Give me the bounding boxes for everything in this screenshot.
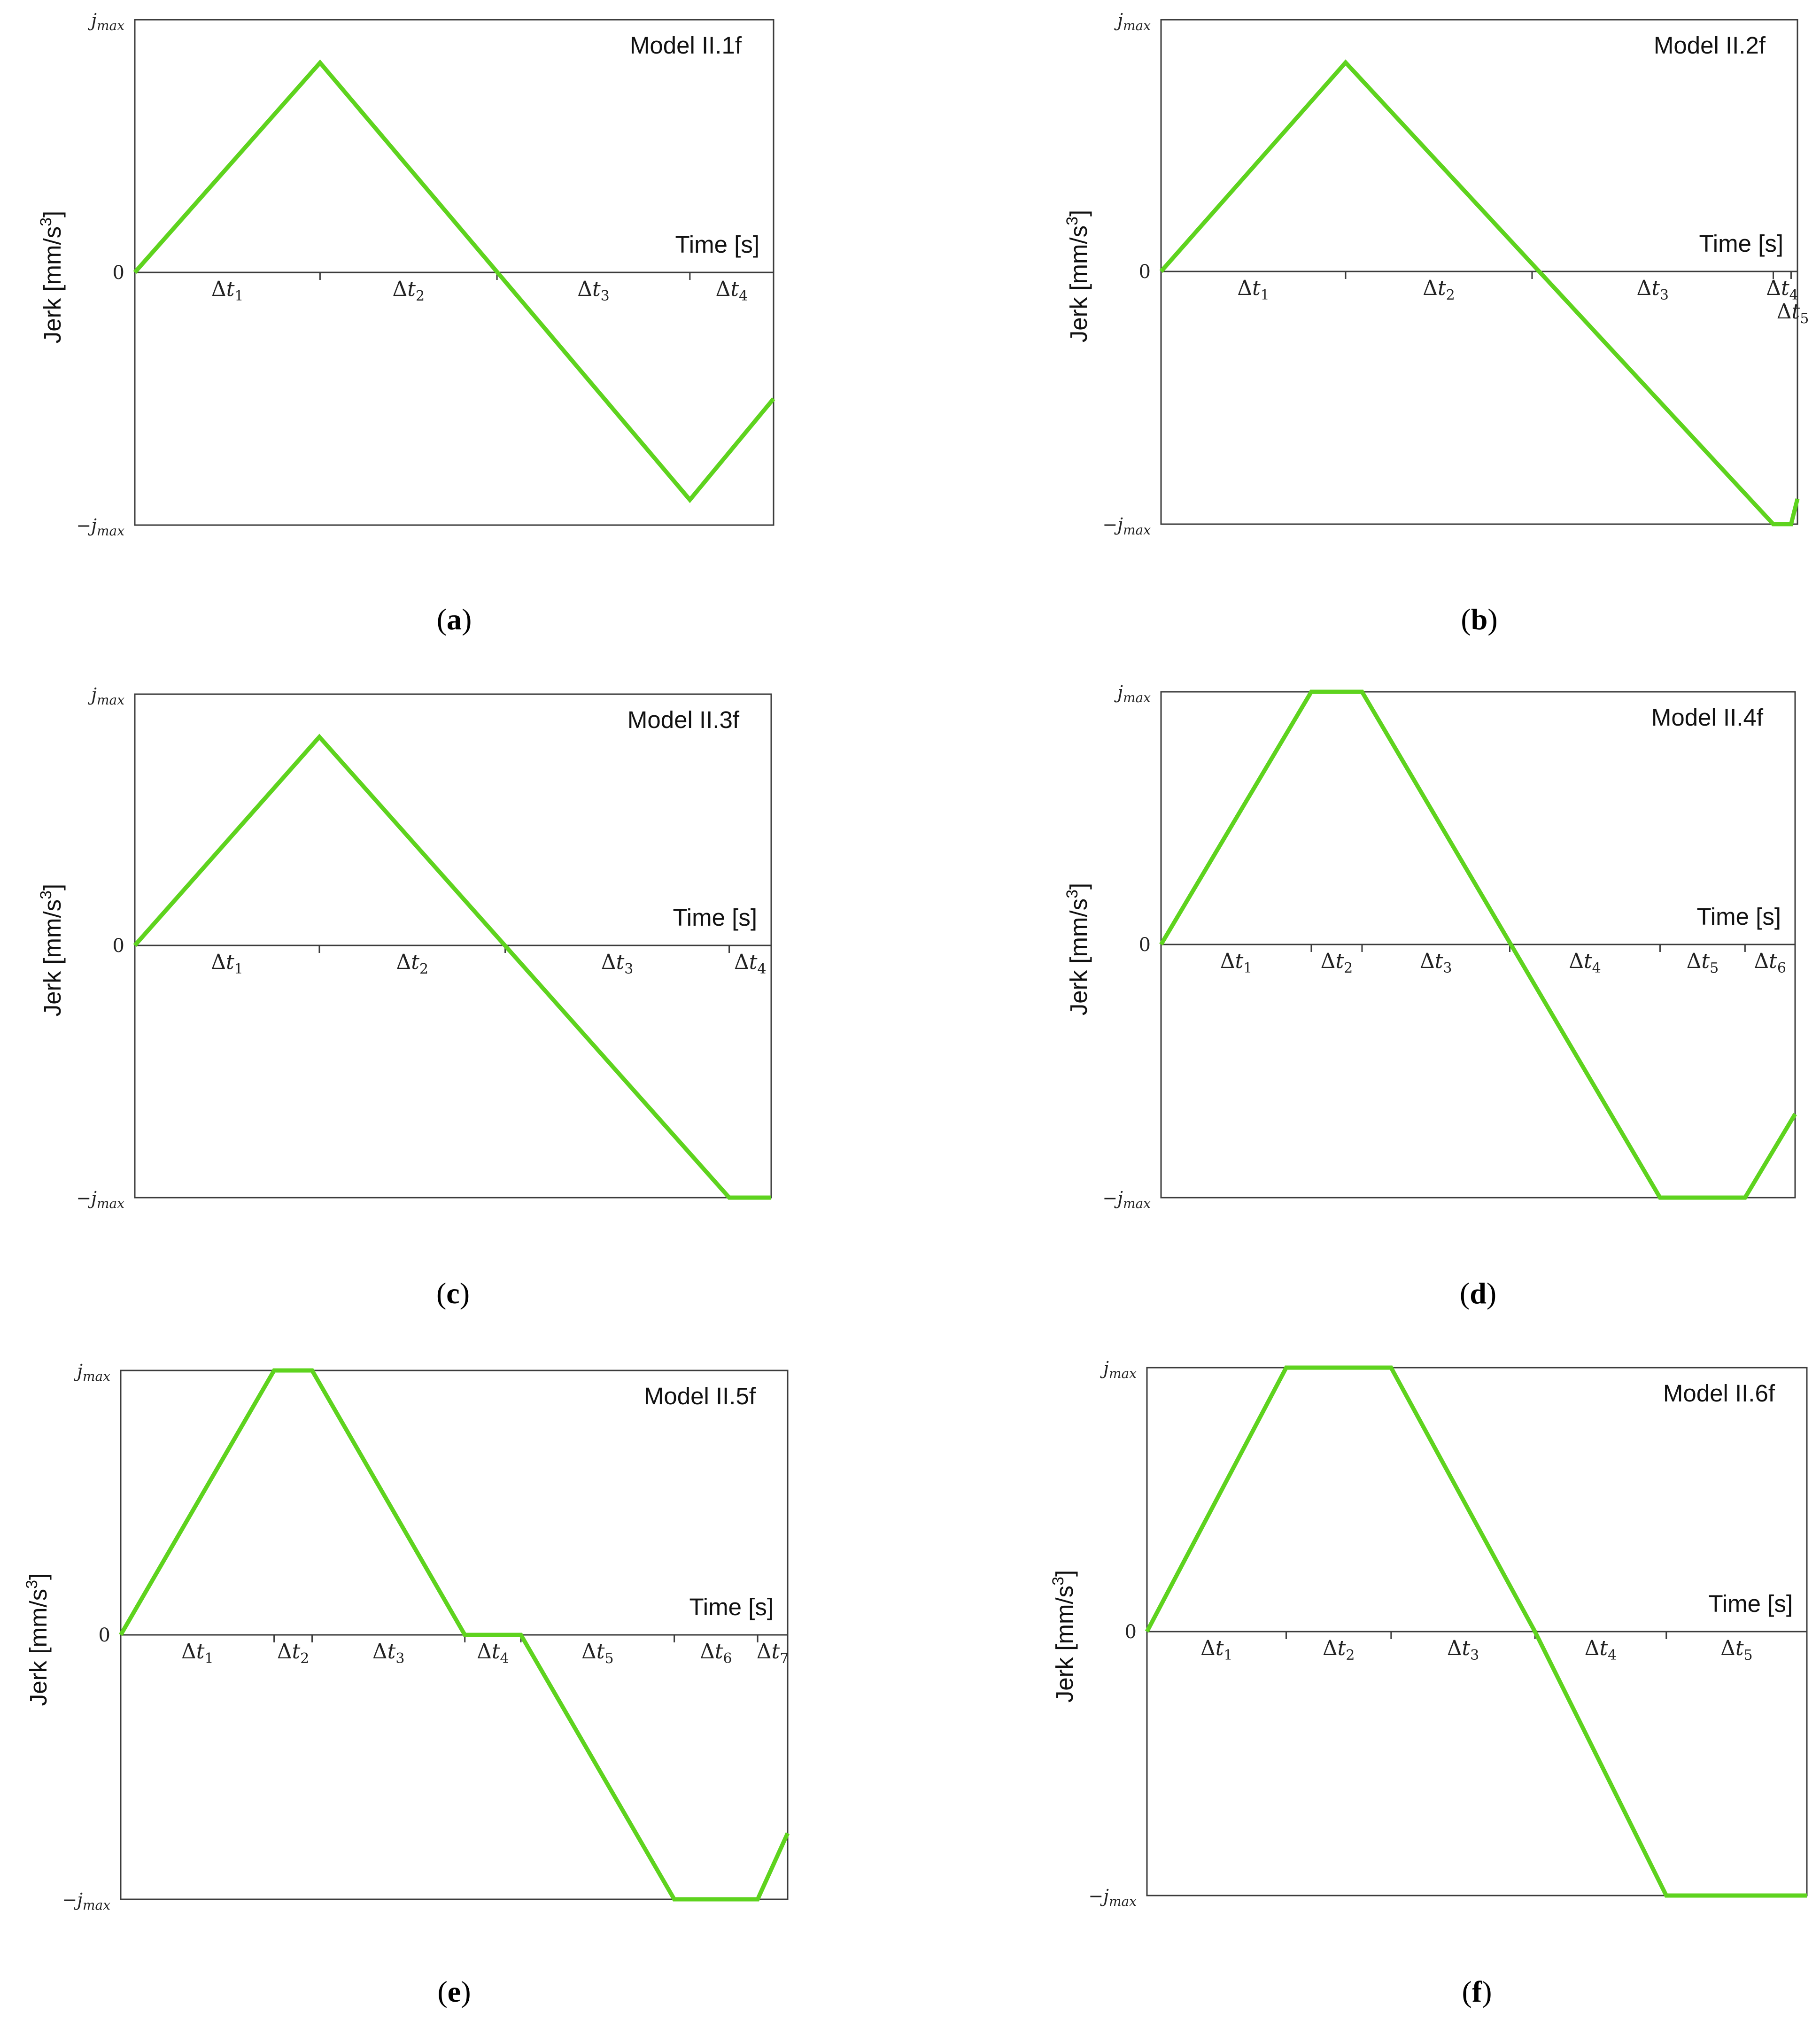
- panel-letter: (c): [436, 1277, 470, 1310]
- segment-label: Δt4: [1766, 276, 1798, 303]
- y-tick-label: jmax: [74, 1361, 110, 1384]
- segment-label: Δt3: [1420, 949, 1452, 976]
- y-tick-label: −jmax: [1102, 514, 1151, 538]
- segment-label: Δt2: [1323, 1636, 1355, 1664]
- segment-label: Δt3: [372, 1640, 405, 1667]
- y-tick-label: 0: [1139, 934, 1151, 956]
- y-tick-label: −jmax: [76, 515, 124, 539]
- y-tick-label: −jmax: [62, 1889, 110, 1913]
- segment-label: Δt1: [181, 1640, 214, 1667]
- segment-label: Δt5: [1687, 949, 1719, 976]
- y-tick-label: jmax: [1114, 10, 1151, 33]
- x-axis-label: Time [s]: [673, 904, 757, 931]
- y-axis-label: Jerk [mm/s3]: [1063, 883, 1092, 1015]
- y-tick-label: −jmax: [1088, 1886, 1137, 1909]
- segment-label: Δt3: [577, 277, 610, 304]
- segment-label: Δt4: [1569, 949, 1601, 976]
- y-axis-label: Jerk [mm/s3]: [37, 211, 66, 343]
- panel-letter: (b): [1461, 603, 1497, 636]
- model-label: Model II.3f: [627, 706, 740, 733]
- chart-panel-e: Δt1 Δt2 Δt3 Δt4 Δt5 Δt6 Δt7 jmax 0 −jmax Model II.…: [23, 1361, 790, 2008]
- y-tick-label: 0: [113, 262, 124, 284]
- segment-label: Δt3: [1636, 276, 1669, 303]
- segment-label: Δt2: [277, 1640, 310, 1667]
- y-axis-label: Jerk [mm/s3]: [1049, 1570, 1078, 1703]
- y-tick-label: 0: [1125, 1621, 1137, 1643]
- model-label: Model II.6f: [1663, 1380, 1775, 1407]
- segment-label: Δt1: [1220, 949, 1253, 976]
- segment-label: Δt2: [1423, 276, 1455, 303]
- jerk-trace-line: [133, 59, 775, 503]
- segment-label: Δt2: [1321, 949, 1353, 976]
- x-axis-label: Time [s]: [675, 231, 759, 258]
- chart-panel-d: Δt1 Δt2 Δt3 Δt4 Δt5 Δt6 jmax 0 −jmax Model II.4f T…: [1063, 682, 1797, 1310]
- segment-label: Δt5: [1777, 300, 1809, 327]
- segment-label: Δt4: [477, 1640, 509, 1667]
- segment-label: Δt1: [1200, 1636, 1233, 1664]
- panel-letter: (f): [1462, 1975, 1492, 2008]
- panel-letter: (e): [437, 1975, 471, 2008]
- y-tick-label: 0: [99, 1625, 110, 1646]
- x-axis-label: Time [s]: [1709, 1590, 1793, 1617]
- jerk-trace-line: [133, 734, 771, 1200]
- model-label: Model II.5f: [644, 1383, 756, 1409]
- jerk-trace-line: [119, 1368, 790, 1902]
- segment-label: Δt3: [1447, 1636, 1479, 1664]
- segment-label: Δt2: [396, 950, 428, 977]
- model-label: Model II.1f: [630, 32, 742, 59]
- segment-label: Δt6: [1754, 949, 1786, 976]
- x-axis-label: Time [s]: [689, 1594, 774, 1620]
- y-axis-label: Jerk [mm/s3]: [1063, 210, 1092, 342]
- segment-label: Δt1: [1237, 276, 1270, 303]
- segment-label: Δt7: [757, 1640, 789, 1667]
- chart-panel-f: Δt1 Δt2 Δt3 Δt4 Δt5 jmax 0 −jmax Model II.6f Time…: [1049, 1358, 1808, 2008]
- y-tick-label: 0: [1139, 261, 1151, 283]
- segment-label: Δt6: [700, 1640, 732, 1667]
- y-tick-label: −jmax: [1102, 1188, 1151, 1211]
- segment-label: Δt3: [601, 950, 634, 977]
- segment-label: Δt1: [211, 277, 244, 304]
- panel-letter: (a): [437, 603, 472, 636]
- segment-label: Δt4: [734, 950, 767, 977]
- jerk-trace-line: [1159, 689, 1797, 1200]
- segment-label: Δt2: [392, 277, 425, 304]
- x-axis-label: Time [s]: [1699, 230, 1783, 257]
- segment-label: Δt5: [1720, 1636, 1753, 1664]
- segment-label: Δt4: [716, 277, 748, 304]
- y-tick-label: −jmax: [76, 1188, 124, 1211]
- y-tick-label: jmax: [1100, 1358, 1137, 1381]
- model-label: Model II.2f: [1654, 32, 1766, 59]
- y-axis-label: Jerk [mm/s3]: [23, 1573, 52, 1706]
- chart-panel-a: Δt1 Δt2 Δt3 Δt4 jmax 0 −jmax Model II.1f Time [s…: [37, 10, 775, 636]
- y-tick-label: 0: [113, 935, 124, 957]
- jerk-trace-line: [1159, 59, 1800, 526]
- jerk-trace-line: [1145, 1365, 1807, 1898]
- x-axis-label: Time [s]: [1697, 903, 1781, 930]
- chart-panel-c: Δt1 Δt2 Δt3 Δt4 jmax 0 −jmax Model II.3f Time [s…: [37, 684, 772, 1310]
- y-tick-label: jmax: [88, 10, 124, 33]
- y-axis-label: Jerk [mm/s3]: [37, 884, 66, 1016]
- y-tick-label: jmax: [88, 684, 124, 708]
- y-tick-label: jmax: [1114, 682, 1151, 705]
- panel-letter: (d): [1460, 1277, 1496, 1310]
- segment-label: Δt5: [581, 1640, 614, 1667]
- model-label: Model II.4f: [1651, 704, 1764, 731]
- segment-label: Δt4: [1585, 1636, 1617, 1664]
- segment-label: Δt1: [211, 950, 243, 977]
